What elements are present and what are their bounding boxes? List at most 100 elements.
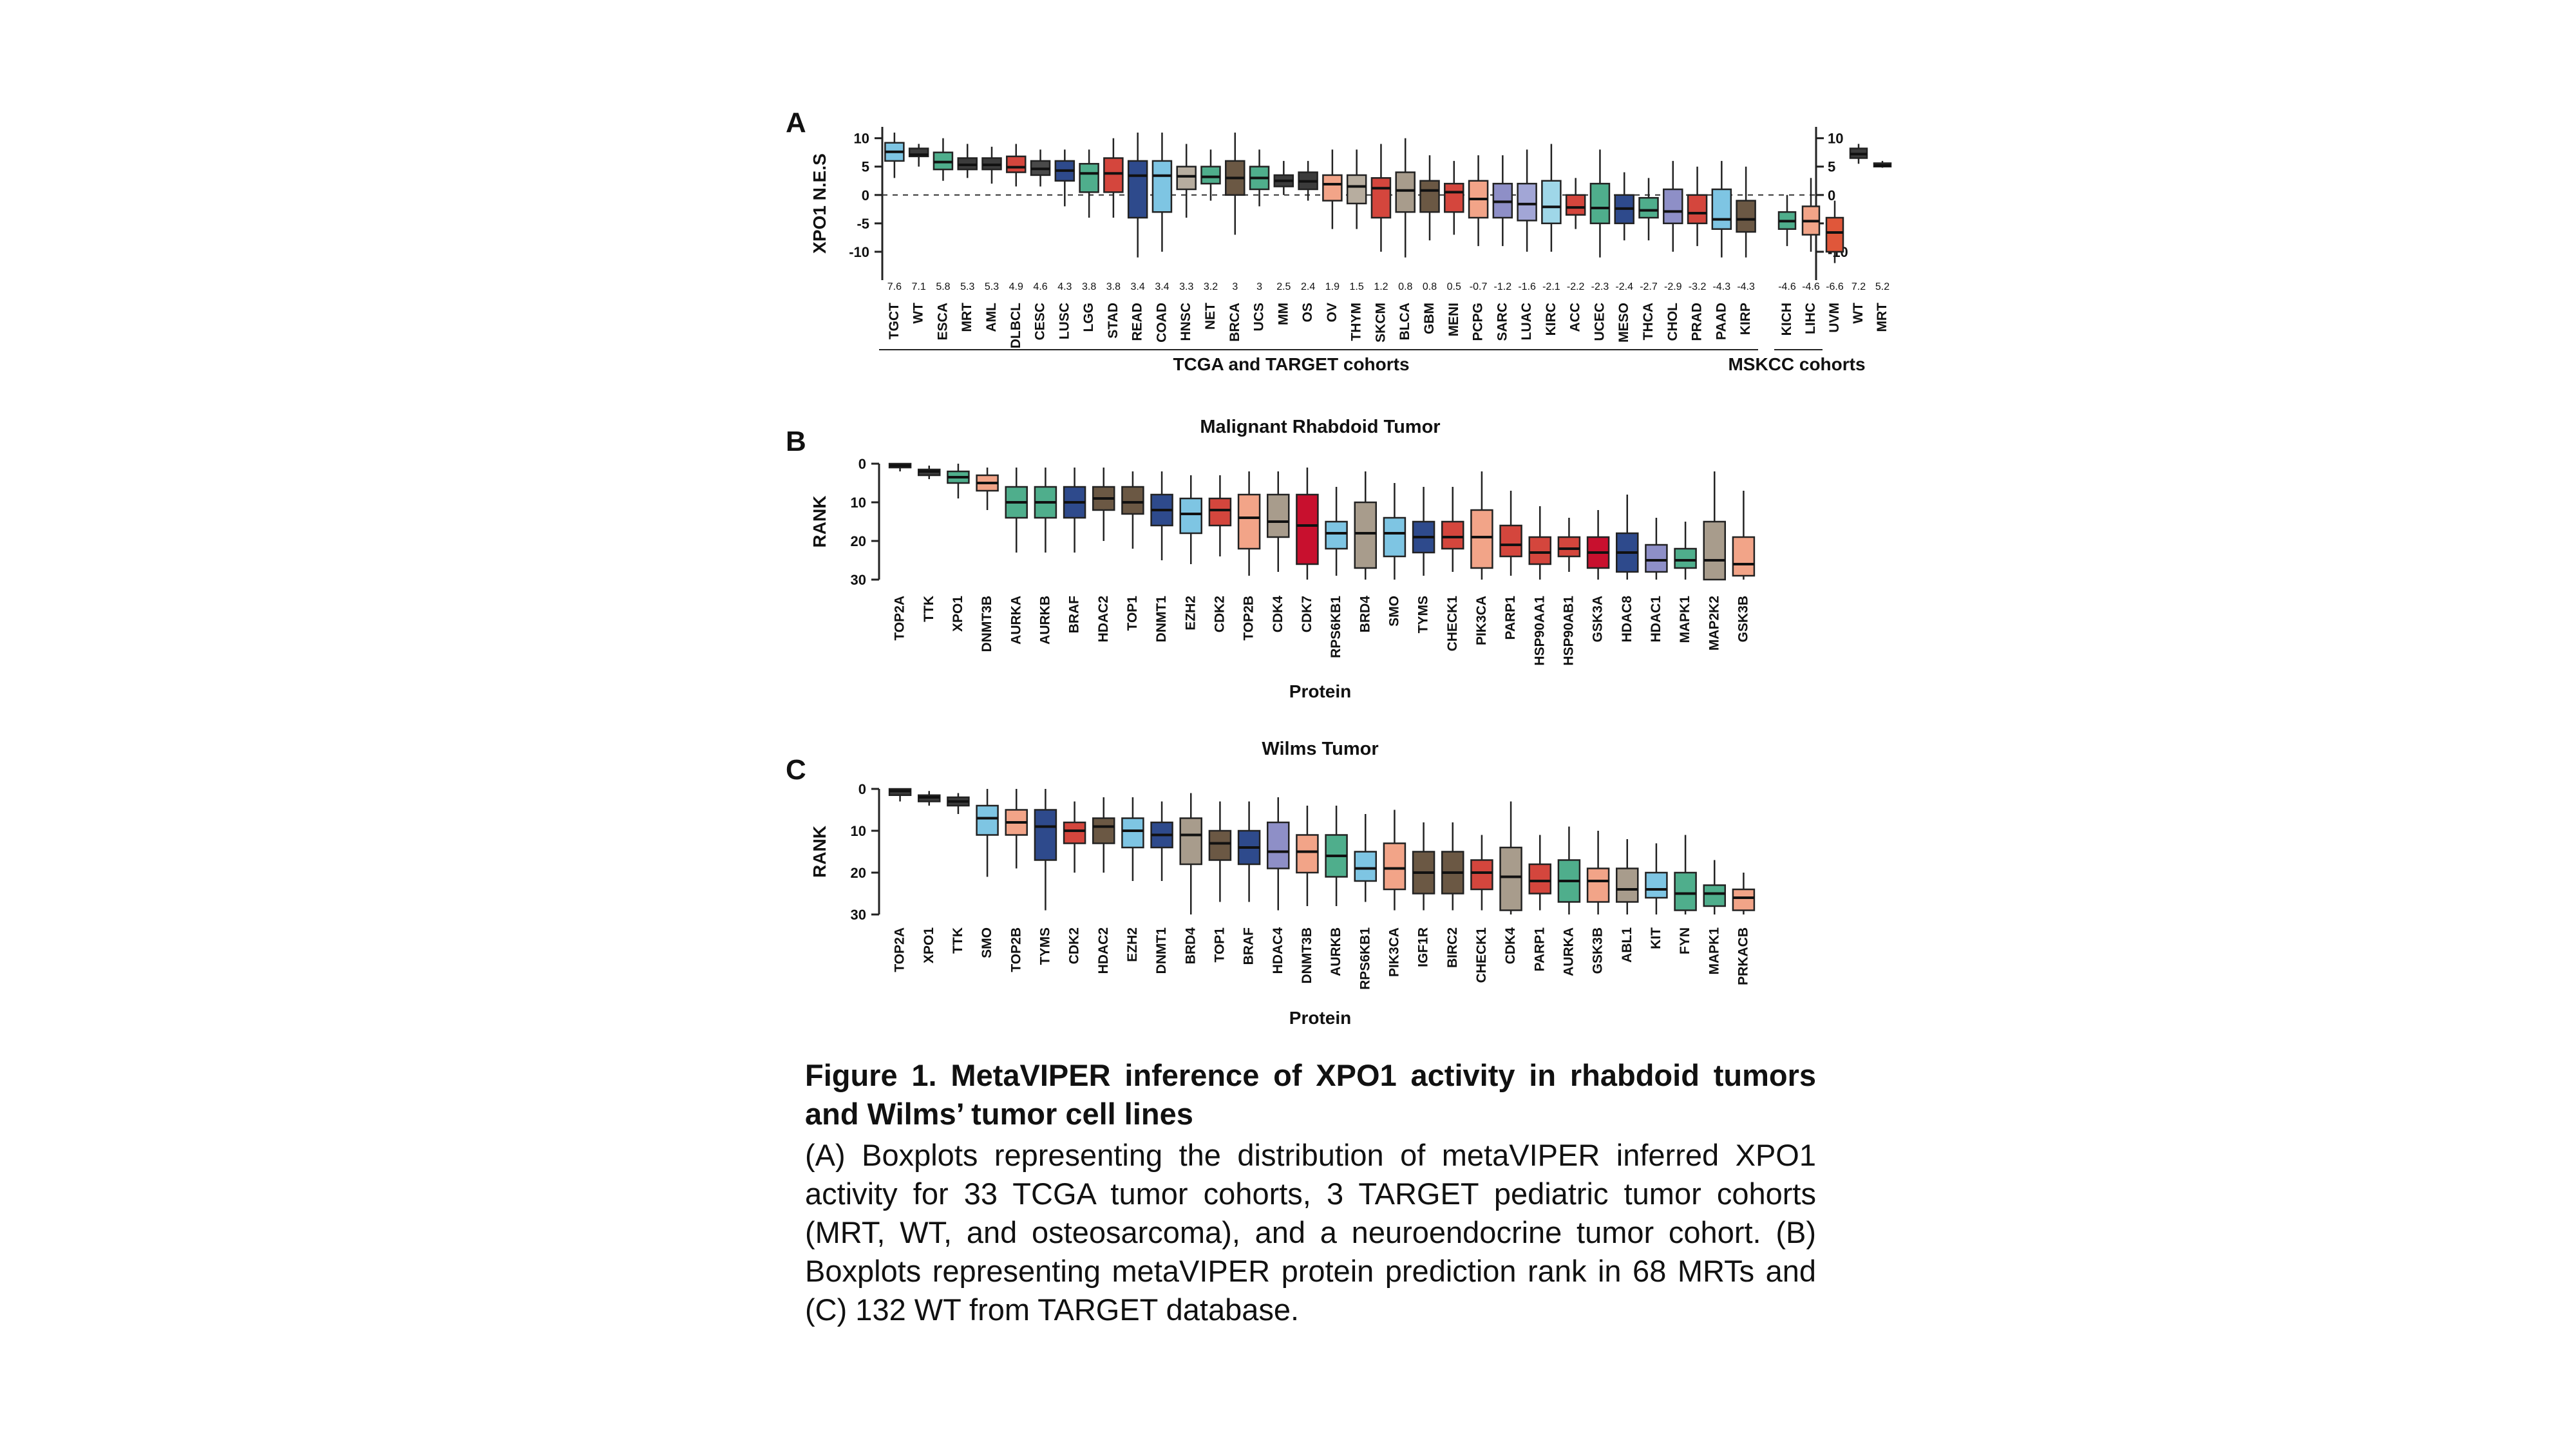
a-tick-label: OV xyxy=(1325,303,1340,322)
a-ytick-label: -10 xyxy=(849,244,869,260)
c-box xyxy=(1528,863,1551,895)
a-ytick-label: 10 xyxy=(854,131,869,147)
c-tick-label: TYMS xyxy=(1037,927,1052,965)
a-tick-label: MM xyxy=(1276,303,1291,325)
c-tick-label: TOP2B xyxy=(1009,927,1023,972)
c-tick-label: AURKB xyxy=(1329,927,1343,976)
c-tick-label: PIK3CA xyxy=(1387,927,1401,977)
b-tick-label: HDAC1 xyxy=(1649,596,1663,643)
a-tick-label: BLCA xyxy=(1397,303,1412,340)
a-median-value: 3.2 xyxy=(1204,281,1218,292)
a-tick-label: KICH xyxy=(1779,303,1794,336)
a-tick-label: STAD xyxy=(1106,303,1121,339)
c-box xyxy=(1208,829,1232,861)
a-median-value: 0.8 xyxy=(1398,281,1412,292)
a-median-value: -4.3 xyxy=(1713,281,1731,292)
a-ytick-label: 5 xyxy=(862,159,869,175)
a-tick-label: LUAC xyxy=(1519,303,1534,340)
a-median-value: 3 xyxy=(1232,281,1238,292)
a-tick-label: NET xyxy=(1203,303,1218,330)
a-tick-label: UVM xyxy=(1827,303,1842,333)
c-tick-label: CDK2 xyxy=(1067,927,1082,964)
c-box xyxy=(1470,859,1493,891)
a-median-value: 3 xyxy=(1256,281,1262,292)
b-tick-label: CDK4 xyxy=(1271,596,1285,632)
c-box xyxy=(1499,846,1522,911)
a-median-value: -2.1 xyxy=(1542,281,1560,292)
c-title: Wilms Tumor xyxy=(1262,739,1378,759)
a-ytick-label-right: 0 xyxy=(1828,187,1835,204)
a-median-value: -3.2 xyxy=(1689,281,1707,292)
a-median-value: 3.4 xyxy=(1155,281,1169,292)
c-tick-label: RPS6KB1 xyxy=(1358,927,1372,990)
a-median-value: -1.2 xyxy=(1494,281,1512,292)
c-tick-label: GSK3B xyxy=(1591,927,1605,974)
b-box xyxy=(1732,536,1756,577)
a-tick-label: PRAD xyxy=(1690,303,1705,341)
b-ytick-label: 20 xyxy=(851,533,866,549)
c-tick-label: BIRC2 xyxy=(1445,927,1460,968)
b-box xyxy=(1354,501,1377,569)
a-median-value: 7.6 xyxy=(887,281,902,292)
panel-b-chart: Malignant Rhabdoid Tumor 0 10 20 30 RANK TOP2A… xyxy=(810,417,1756,701)
caption-title: Figure 1. MetaVIPER inference of XPO1 ac… xyxy=(805,1058,1816,1131)
c-tick-label: SMO xyxy=(980,927,994,958)
b-tick-label: CHECK1 xyxy=(1445,596,1460,652)
b-tick-label: CDK2 xyxy=(1212,596,1227,632)
a-box xyxy=(1103,157,1124,193)
a-median-value: 5.3 xyxy=(985,281,999,292)
a-tick-label: ACC xyxy=(1568,303,1583,332)
c-ytick-label: 0 xyxy=(858,781,866,797)
a-median-value: 5.8 xyxy=(936,281,950,292)
b-box xyxy=(1296,493,1319,565)
a-box xyxy=(1322,174,1343,202)
a-tick-label: LUSC xyxy=(1057,303,1072,339)
c-box xyxy=(1616,867,1639,903)
b-tick-label: MAPK1 xyxy=(1678,596,1692,643)
b-box xyxy=(1528,536,1551,565)
caption-body: (A) Boxplots representing the distributi… xyxy=(805,1138,1816,1327)
a-group-label-tcga: TCGA and TARGET cohorts xyxy=(1173,354,1409,374)
a-box xyxy=(1638,196,1659,219)
a-ytick-label: -5 xyxy=(857,216,869,232)
c-box xyxy=(1354,851,1377,882)
a-median-value: -2.2 xyxy=(1567,281,1585,292)
c-box xyxy=(1383,842,1406,891)
c-tick-label: ABL1 xyxy=(1620,927,1634,963)
a-group-label-mskcc: MSKCC cohorts xyxy=(1728,354,1865,374)
b-tick-label: HSP90AA1 xyxy=(1532,596,1547,666)
b-box xyxy=(1179,497,1202,535)
a-tick-label: OS xyxy=(1300,303,1315,322)
b-box xyxy=(1557,536,1581,558)
a-median-value: 1.2 xyxy=(1374,281,1388,292)
a-tick-label: PCPG xyxy=(1471,303,1486,341)
c-tick-label: XPO1 xyxy=(922,927,936,963)
b-tick-label: GSK3A xyxy=(1591,596,1605,642)
b-tick-label: EZH2 xyxy=(1183,596,1198,630)
c-tick-label: DNMT3B xyxy=(1300,927,1314,984)
a-tick-label: THYM xyxy=(1349,303,1364,341)
a-median-value: 4.9 xyxy=(1009,281,1023,292)
c-box xyxy=(1034,809,1057,861)
a-median-value: 2.5 xyxy=(1276,281,1291,292)
c-box xyxy=(1179,817,1202,866)
a-box xyxy=(1444,182,1464,213)
a-tick-label: LIHC xyxy=(1803,303,1818,334)
panel-c-chart: Wilms Tumor 0 10 20 30 RANK TOP2A XPO1 TTK SMO TOP… xyxy=(810,739,1756,1028)
c-box xyxy=(1732,888,1756,911)
c-box xyxy=(1586,867,1610,903)
a-median-value: -4.6 xyxy=(1778,281,1796,292)
c-ytick-label: 20 xyxy=(851,865,866,881)
c-tick-label: FYN xyxy=(1678,927,1692,954)
c-tick-label: TOP1 xyxy=(1212,927,1227,963)
panel-c-letter: C xyxy=(786,754,806,786)
a-box xyxy=(1419,180,1440,213)
b-tick-label: DNMT3B xyxy=(980,596,994,652)
a-box xyxy=(1663,188,1683,225)
a-tick-label: MRT xyxy=(960,303,974,332)
c-tick-label: IGF1R xyxy=(1416,927,1431,967)
c-ytick-label: 10 xyxy=(851,823,866,839)
a-box xyxy=(1079,163,1099,193)
a-tick-label: ESCA xyxy=(935,303,950,340)
